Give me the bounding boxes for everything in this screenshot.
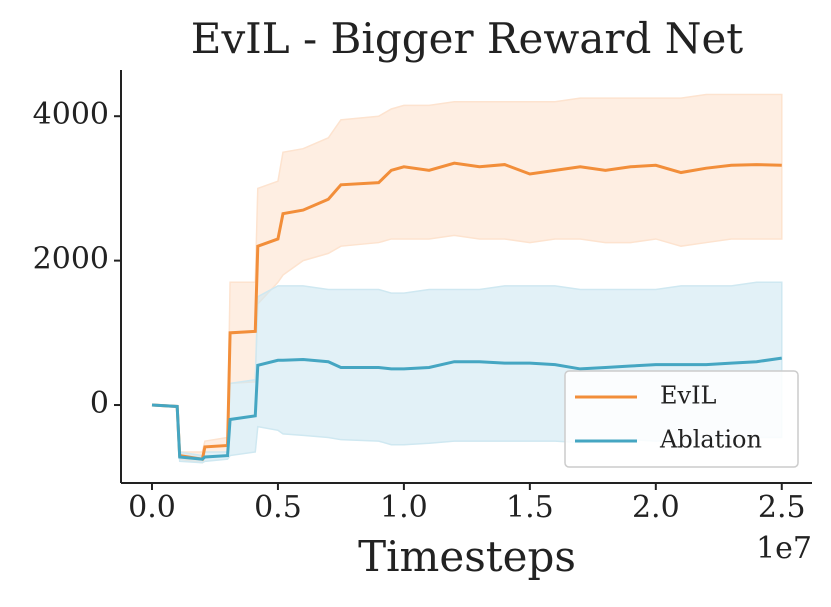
x-tick-label: 1.5 [506,490,554,525]
x-tick-label: 1.0 [380,490,428,525]
y-tick-label: 4000 [33,97,109,132]
legend-label: EvIL [660,382,717,410]
x-tick-label: 0.0 [128,490,176,525]
y-tick-label: 2000 [33,242,109,277]
chart-title: EvIL - Bigger Reward Net [191,14,744,63]
x-axis-label: Timesteps [358,532,576,581]
legend-label: Ablation [659,426,762,454]
x-tick-label: 0.5 [254,490,302,525]
x-tick-label: 2.5 [758,490,806,525]
x-offset-label: 1e7 [756,531,812,566]
x-tick-label: 2.0 [632,490,680,525]
line [151,356,782,461]
confidence-band [151,93,783,464]
y-tick-label: 0 [90,386,109,421]
legend-box [564,370,799,468]
legend: EvIL Ablation [564,370,799,468]
line [151,161,782,461]
